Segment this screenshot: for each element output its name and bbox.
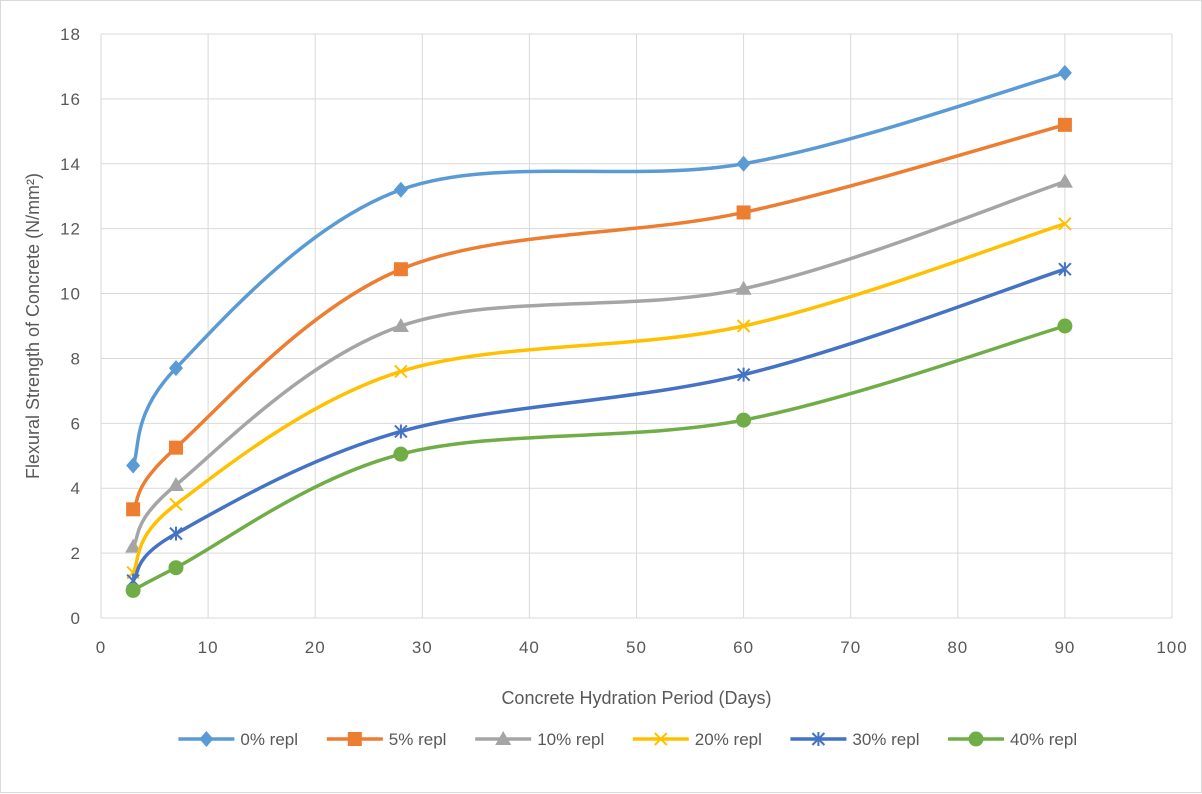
data-point-40pct-repl	[168, 560, 184, 576]
y-tick-label: 16	[60, 90, 81, 109]
series-line-10pct-repl	[131, 179, 1066, 548]
data-point-5pct-repl	[1057, 117, 1072, 132]
data-point-20pct-repl	[169, 497, 183, 512]
legend-label: 10% repl	[537, 730, 604, 749]
series-lines	[125, 64, 1073, 598]
data-point-10pct-repl	[167, 476, 184, 491]
legend: 0% repl 5% repl 10% repl 20% repl 30% repl 40…	[178, 730, 1077, 749]
x-tick-label: 10	[198, 638, 219, 657]
data-point-0pct-repl	[168, 360, 183, 377]
legend-item-40pct-repl: 40% repl	[948, 730, 1077, 749]
y-tick-label: 14	[60, 155, 81, 174]
data-point-10pct-repl	[392, 318, 409, 332]
y-tick-label: 6	[71, 414, 81, 433]
data-point-30pct-repl	[1058, 262, 1072, 277]
data-point-40pct-repl	[736, 412, 752, 428]
series-0pct-repl	[126, 64, 1072, 474]
data-point-5pct-repl	[126, 502, 141, 517]
data-point-0pct-repl	[1057, 64, 1072, 81]
data-point-20pct-repl	[736, 319, 751, 333]
data-point-5pct-repl	[168, 440, 183, 455]
data-point-0pct-repl	[736, 155, 751, 172]
legend-marker	[347, 732, 362, 746]
x-axis-title: Concrete Hydration Period (Days)	[501, 688, 771, 708]
legend-item-5pct-repl: 5% repl	[326, 730, 447, 749]
legend-label: 5% repl	[389, 730, 447, 749]
legend-label: 40% repl	[1010, 730, 1077, 749]
y-axis-title: Flexural Strength of Concrete (N/mm²)	[23, 173, 43, 479]
y-tick-label: 10	[60, 285, 81, 304]
y-tick-label: 12	[60, 220, 81, 239]
series-30pct-repl	[126, 262, 1072, 588]
data-point-5pct-repl	[393, 262, 408, 277]
legend-label: 20% repl	[695, 730, 762, 749]
x-tick-label: 100	[1156, 638, 1187, 657]
data-point-30pct-repl	[394, 424, 408, 439]
legend-marker	[495, 731, 512, 745]
x-tick-label: 90	[1054, 638, 1075, 657]
data-point-30pct-repl	[736, 367, 751, 382]
x-axis-ticks: 0 10 20 30 40 50 60 70 80 90 100	[96, 638, 1187, 657]
data-point-0pct-repl	[126, 457, 141, 474]
data-point-0pct-repl	[393, 181, 408, 198]
x-tick-label: 70	[840, 638, 861, 657]
series-line-30pct-repl	[131, 267, 1066, 582]
y-axis-ticks: 0 2 4 6 8 10 12 14 16 18	[60, 25, 81, 628]
legend-marker	[968, 731, 984, 747]
data-point-40pct-repl	[125, 582, 141, 598]
series-line-0pct-repl	[131, 71, 1066, 467]
series-line-40pct-repl	[132, 324, 1066, 592]
data-point-40pct-repl	[1057, 318, 1073, 334]
y-tick-label: 4	[71, 479, 81, 498]
y-tick-label: 2	[71, 544, 81, 563]
data-point-40pct-repl	[393, 446, 409, 462]
x-tick-label: 0	[96, 638, 106, 657]
gridlines	[100, 33, 1173, 619]
data-point-30pct-repl	[169, 526, 183, 541]
x-tick-label: 80	[947, 638, 968, 657]
data-point-10pct-repl	[125, 538, 142, 553]
legend-item-10pct-repl: 10% repl	[475, 730, 604, 749]
legend-item-20pct-repl: 20% repl	[632, 730, 762, 749]
data-point-10pct-repl	[1056, 173, 1073, 188]
series-40pct-repl	[125, 318, 1073, 598]
legend-label: 0% repl	[240, 730, 298, 749]
x-tick-label: 40	[519, 638, 540, 657]
data-point-5pct-repl	[736, 205, 751, 220]
y-tick-label: 0	[71, 609, 81, 628]
series-10pct-repl	[125, 173, 1073, 553]
legend-marker	[811, 732, 826, 746]
x-tick-label: 50	[626, 638, 647, 657]
y-tick-label: 8	[71, 349, 81, 368]
legend-item-0pct-repl: 0% repl	[178, 730, 298, 749]
data-point-20pct-repl	[394, 364, 408, 379]
x-tick-label: 20	[305, 638, 326, 657]
series-5pct-repl	[126, 117, 1072, 517]
legend-item-30pct-repl: 30% repl	[790, 730, 920, 749]
data-point-10pct-repl	[735, 280, 752, 295]
legend-label: 30% repl	[852, 730, 919, 749]
legend-marker	[654, 732, 668, 746]
x-tick-label: 60	[733, 638, 754, 657]
legend-marker	[199, 731, 214, 747]
data-point-20pct-repl	[1058, 217, 1072, 231]
x-tick-label: 30	[412, 638, 433, 657]
y-tick-label: 18	[60, 25, 81, 44]
